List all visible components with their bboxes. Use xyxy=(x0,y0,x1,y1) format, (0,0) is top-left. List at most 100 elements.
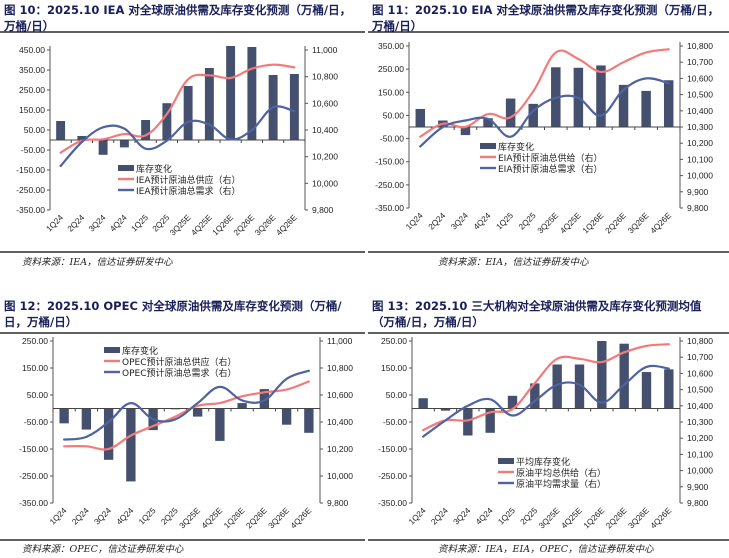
bar xyxy=(415,108,426,127)
figure-title-line: 万桶/日） xyxy=(4,19,55,33)
supply-line xyxy=(422,343,670,432)
figure-title-line: 万桶/日） xyxy=(372,19,423,33)
bar xyxy=(507,395,518,409)
right-tick-label: 10,600 xyxy=(327,390,353,400)
bar xyxy=(126,408,136,482)
right-tick-label: 9,800 xyxy=(312,205,334,215)
legend-label: 库存变化 xyxy=(498,141,534,153)
category-label: 1Q24 xyxy=(407,506,428,527)
bar xyxy=(552,364,562,409)
left-tick-label: -250.00 xyxy=(375,180,404,190)
right-tick-label: 10,400 xyxy=(312,125,338,135)
left-tick-label: -50.00 xyxy=(383,417,407,427)
bar xyxy=(663,80,674,127)
right-tick-label: 10,300 xyxy=(687,122,713,132)
category-label: 1Q25 xyxy=(137,506,158,527)
category-label: 3Q25E xyxy=(178,506,203,531)
figure-title-line: 图 12：2025.10 OPEC 对全球原油供需及库存变化预测（万桶/ xyxy=(4,299,342,313)
category-label: 3Q24 xyxy=(93,506,114,527)
right-tick-label: 10,000 xyxy=(687,466,713,476)
left-tick-label: -350.00 xyxy=(16,205,45,215)
left-tick-label: 150.00 xyxy=(381,363,407,373)
category-label: 1Q24 xyxy=(404,211,425,232)
category-label: 2Q26E xyxy=(232,213,257,238)
left-tick-label: -150.00 xyxy=(375,157,404,167)
category-label: 3Q26E xyxy=(267,506,292,531)
left-tick-label: -50.00 xyxy=(380,134,404,144)
source-note: 资料来源：EIA，信达证券研发中心 xyxy=(438,256,589,268)
category-label: 3Q24 xyxy=(449,211,470,232)
category-label: 2Q24 xyxy=(427,211,448,232)
left-tick-label: -150.00 xyxy=(378,444,407,454)
demand-line xyxy=(63,369,310,441)
legend-swatch-bar xyxy=(498,458,514,464)
category-label: 4Q24 xyxy=(115,506,136,527)
category-label: 3Q25E xyxy=(536,211,561,236)
left-tick-label: 250.00 xyxy=(22,336,48,346)
category-label: 3Q24 xyxy=(452,506,473,527)
figure-title: 图 13：2025.10 三大机构对全球原油供需及库存变化预测均值 （万桶/日，万… xyxy=(372,298,727,330)
category-label: 4Q24 xyxy=(472,211,493,232)
left-tick-label: 250.00 xyxy=(381,336,407,346)
bar xyxy=(596,65,606,127)
bar xyxy=(77,136,87,140)
left-tick-label: -350.00 xyxy=(375,203,404,213)
figure-title-line: 图 10：2025.10 IEA 对全球原油供需及库存变化预测（万桶/日， xyxy=(4,3,352,17)
category-label: 4Q25E xyxy=(558,211,583,236)
right-tick-label: 10,400 xyxy=(327,417,353,427)
bar xyxy=(215,408,225,441)
figure-title-line: 图 13：2025.10 三大机构对全球原油供需及库存变化预测均值 xyxy=(372,299,702,313)
category-label: 1Q26E xyxy=(211,213,236,238)
bar xyxy=(204,68,214,140)
left-tick-label: 450.00 xyxy=(19,45,45,55)
right-tick-label: 10,200 xyxy=(687,433,713,443)
legend-swatch-bar xyxy=(480,143,496,149)
bar xyxy=(192,408,203,417)
bar xyxy=(440,408,451,411)
category-label: 4Q24 xyxy=(474,506,495,527)
demand-line xyxy=(419,77,670,148)
left-tick-label: -50.00 xyxy=(24,417,48,427)
right-tick-label: 10,400 xyxy=(687,106,713,116)
right-tick-label: 9,800 xyxy=(687,498,709,508)
bar xyxy=(641,372,652,409)
right-tick-label: 9,900 xyxy=(687,482,709,492)
category-label: 4Q25E xyxy=(189,213,214,238)
figure-title-line: 日，万桶/日） xyxy=(4,315,78,329)
bar xyxy=(119,140,129,148)
bar xyxy=(141,120,151,140)
category-label: 2Q26E xyxy=(244,506,269,531)
left-tick-label: 50.00 xyxy=(386,390,408,400)
bar xyxy=(59,408,69,424)
left-tick-label: 150.00 xyxy=(378,87,404,97)
bar xyxy=(247,47,257,140)
right-tick-label: 9,800 xyxy=(327,498,349,508)
left-tick-label: 50.00 xyxy=(27,390,49,400)
right-tick-label: 10,800 xyxy=(687,336,713,346)
right-tick-label: 10,800 xyxy=(327,363,353,373)
legend-label: 库存变化 xyxy=(136,163,172,175)
category-label: 4Q26E xyxy=(649,211,674,236)
category-label: 1Q24 xyxy=(48,506,69,527)
right-tick-label: 10,400 xyxy=(687,401,713,411)
left-tick-label: -250.00 xyxy=(19,471,48,481)
bar xyxy=(81,408,92,430)
left-tick-label: -250.00 xyxy=(16,185,45,195)
bar xyxy=(618,84,629,127)
category-label: 4Q24 xyxy=(108,213,129,234)
figure-title: 图 12：2025.10 OPEC 对全球原油供需及库存变化预测（万桶/日，万桶… xyxy=(4,298,363,330)
left-tick-label: -350.00 xyxy=(19,498,48,508)
bar xyxy=(463,408,473,436)
category-label: 4Q25E xyxy=(560,506,585,531)
bar xyxy=(574,364,585,409)
right-tick-label: 10,000 xyxy=(687,171,713,181)
right-tick-label: 9,900 xyxy=(687,187,709,197)
legend-swatch-bar xyxy=(104,347,120,353)
category-label: 3Q24 xyxy=(87,213,108,234)
bar xyxy=(281,408,292,425)
figure-title-line: （万桶/日，万桶/日） xyxy=(372,315,484,329)
legend-label: IEA预计原油总供应（右） xyxy=(136,174,241,186)
legend-label: OPEC预计原油总供应（右） xyxy=(122,356,236,368)
right-tick-label: 10,000 xyxy=(312,178,338,188)
